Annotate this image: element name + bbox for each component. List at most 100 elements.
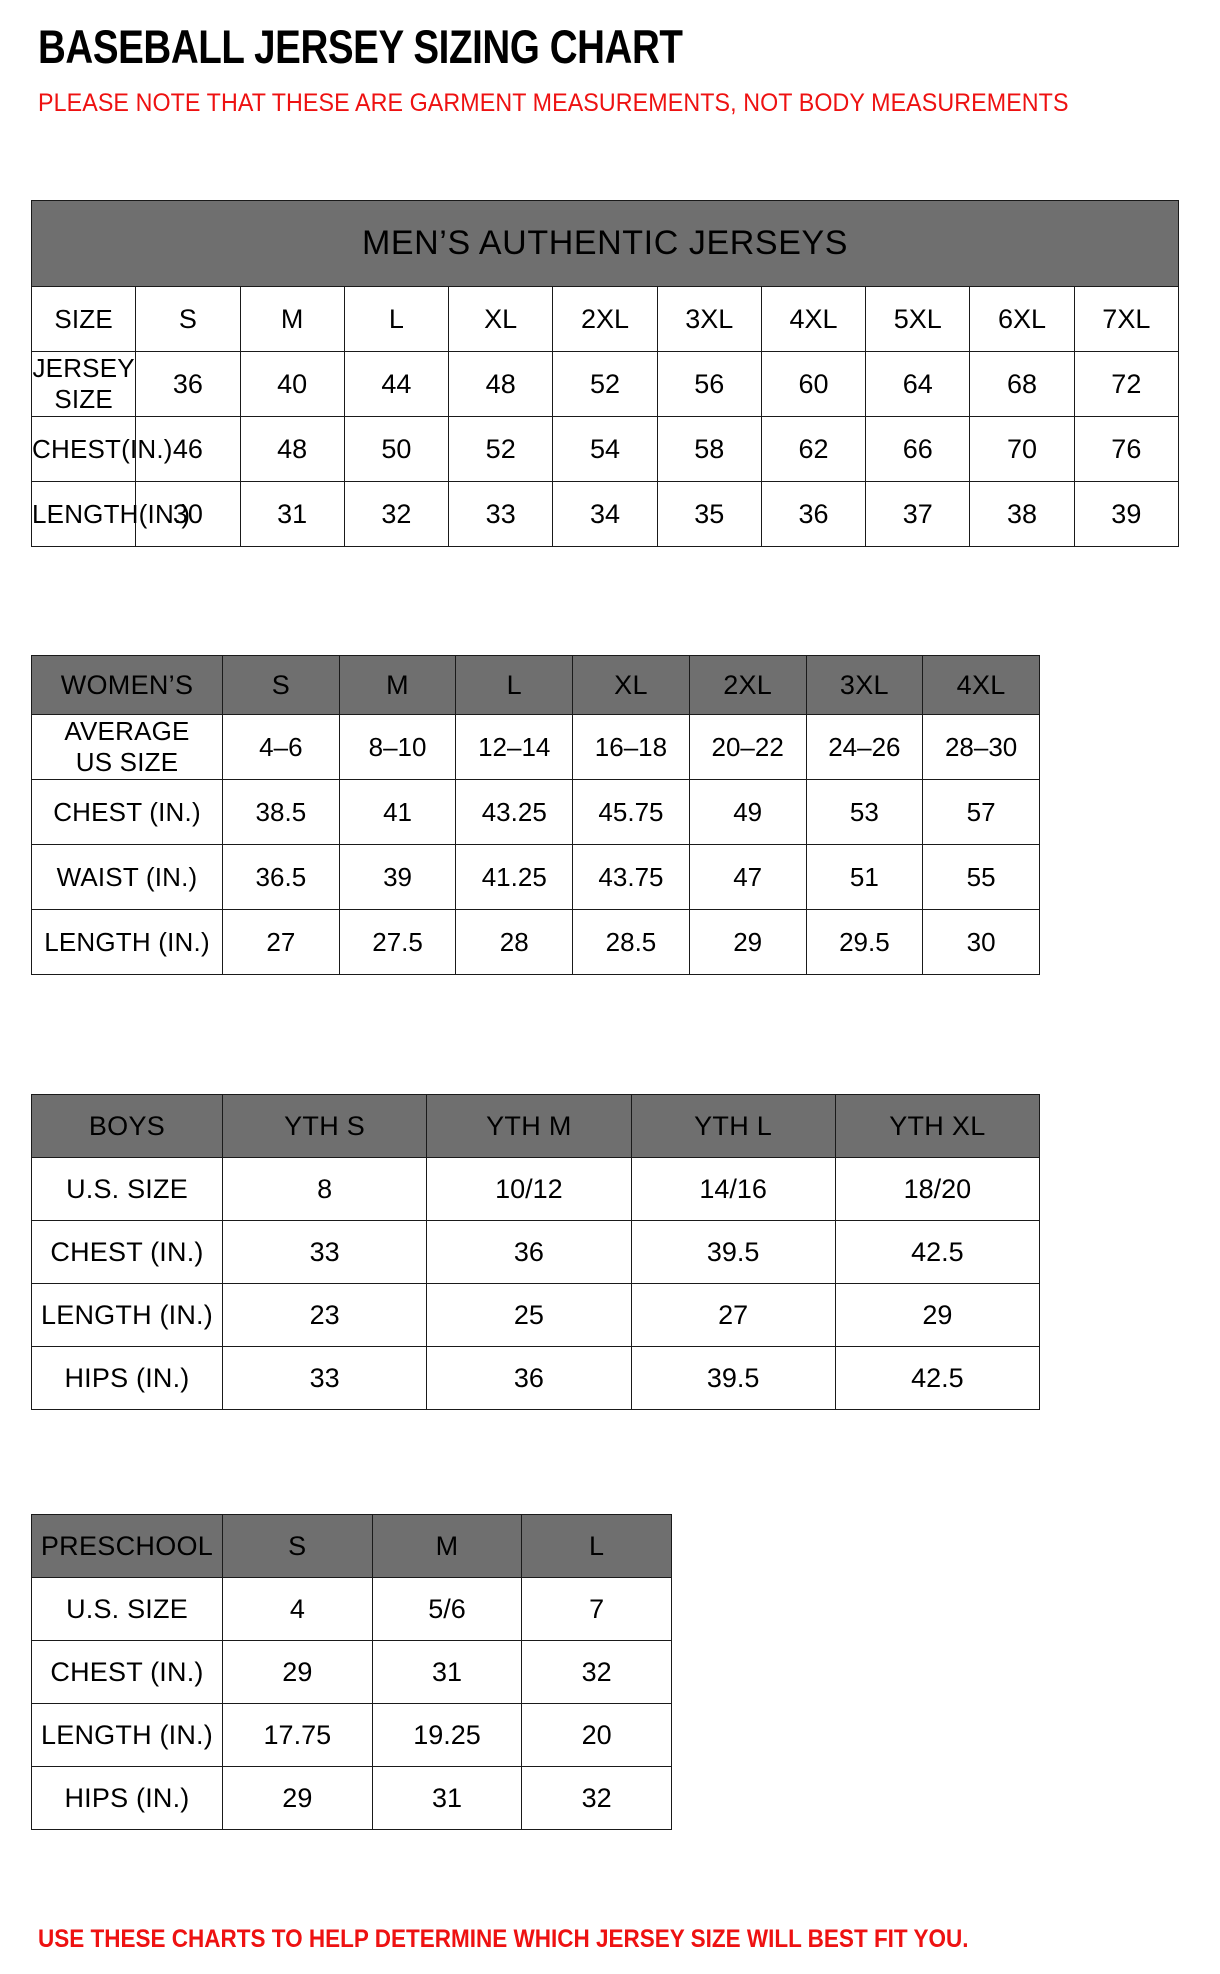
mens-col-header-4xl: 4XL — [760, 286, 867, 352]
womens-waist-xl: 43.75 — [572, 844, 690, 910]
mens-corner-label: SIZE — [30, 286, 137, 352]
boys-us-size-yth-s: 8 — [221, 1157, 428, 1221]
table-row: CHEST (IN.) 29 31 32 — [31, 1640, 672, 1704]
preschool-chest-s: 29 — [222, 1640, 373, 1704]
womens-corner-label: WOMEN’S — [31, 655, 223, 715]
mens-chest-7xl: 76 — [1073, 416, 1180, 482]
mens-col-header-6xl: 6XL — [969, 286, 1075, 352]
mens-banner-row: MEN’S AUTHENTIC JERSEYS — [31, 200, 1179, 287]
boys-corner-label: BOYS — [31, 1094, 223, 1158]
mens-col-header-3xl: 3XL — [656, 286, 762, 352]
preschool-col-header-l: L — [521, 1514, 672, 1578]
womens-us-size-4xl: 28–30 — [922, 714, 1040, 780]
preschool-corner-label: PRESCHOOL — [31, 1514, 223, 1578]
mens-length-l: 32 — [343, 481, 450, 547]
preschool-col-header-s: S — [222, 1514, 373, 1578]
mens-length-6xl: 38 — [969, 481, 1075, 547]
boys-col-header-yth-xl: YTH XL — [834, 1094, 1041, 1158]
womens-waist-l: 41.25 — [455, 844, 574, 910]
womens-chest-4xl: 57 — [922, 779, 1040, 845]
womens-col-header-4xl: 4XL — [922, 655, 1040, 715]
mens-length-s: 30 — [135, 481, 241, 547]
mens-jersey-size-4xl: 60 — [760, 351, 867, 417]
womens-table-body: WOMEN’S S M L XL 2XL 3XL 4XL AVERAGE US … — [31, 655, 1040, 975]
preschool-row-label-hips: HIPS (IN.) — [31, 1766, 223, 1830]
womens-length-2xl: 29 — [688, 909, 807, 975]
womens-us-size-l: 12–14 — [455, 714, 574, 780]
preschool-chest-m: 31 — [371, 1640, 523, 1704]
boys-col-header-yth-l: YTH L — [630, 1094, 836, 1158]
womens-row-label-chest: CHEST (IN.) — [31, 779, 223, 845]
womens-us-size-m: 8–10 — [338, 714, 457, 780]
preschool-column-header-row: PRESCHOOL S M L — [31, 1514, 672, 1578]
womens-chest-3xl: 53 — [805, 779, 924, 845]
womens-waist-4xl: 55 — [922, 844, 1040, 910]
womens-chest-s: 38.5 — [222, 779, 340, 845]
womens-row-label-line2: US SIZE — [75, 747, 179, 777]
boys-hips-yth-xl: 42.5 — [834, 1346, 1041, 1410]
womens-waist-3xl: 51 — [805, 844, 924, 910]
womens-length-3xl: 29.5 — [805, 909, 924, 975]
womens-chest-l: 43.25 — [455, 779, 574, 845]
womens-length-4xl: 30 — [922, 909, 1040, 975]
mens-row-label-chest: CHEST(IN.) — [30, 416, 172, 482]
table-row: HIPS (IN.) 33 36 39.5 42.5 — [31, 1346, 1041, 1410]
boys-chest-yth-s: 33 — [221, 1220, 428, 1284]
mens-row-label-length: LENGTH(IN.) — [30, 481, 190, 547]
boys-length-yth-s: 23 — [221, 1283, 428, 1347]
womens-col-header-2xl: 2XL — [688, 655, 807, 715]
preschool-length-s: 17.75 — [222, 1703, 373, 1767]
preschool-sizing-table: PRESCHOOL S M L U.S. SIZE 4 5/6 7 CHEST … — [31, 1514, 672, 1830]
mens-length-xl: 33 — [448, 481, 554, 547]
mens-length-5xl: 37 — [865, 481, 971, 547]
mens-length-4xl: 36 — [760, 481, 867, 547]
preschool-row-label-us-size: U.S. SIZE — [31, 1577, 223, 1641]
boys-col-header-yth-m: YTH M — [426, 1094, 632, 1158]
table-row: AVERAGE US SIZE 4–6 8–10 12–14 16–18 20–… — [31, 714, 1040, 780]
table-row: LENGTH (IN.) 23 25 27 29 — [31, 1283, 1041, 1347]
womens-chest-xl: 45.75 — [572, 779, 690, 845]
preschool-hips-m: 31 — [371, 1766, 523, 1830]
mens-col-header-m: M — [239, 286, 345, 352]
preschool-col-header-m: M — [371, 1514, 523, 1578]
boys-sizing-table: BOYS YTH S YTH M YTH L YTH XL U.S. SIZE … — [31, 1094, 1041, 1410]
mens-jersey-size-xl: 48 — [448, 351, 554, 417]
womens-length-l: 28 — [455, 909, 574, 975]
mens-jersey-size-3xl: 56 — [656, 351, 762, 417]
womens-sizing-table: WOMEN’S S M L XL 2XL 3XL 4XL AVERAGE US … — [31, 655, 1040, 975]
mens-length-m: 31 — [239, 481, 345, 547]
boys-row-label-hips: HIPS (IN.) — [31, 1346, 223, 1410]
womens-row-label-line1: AVERAGE — [64, 716, 190, 746]
mens-chest-5xl: 66 — [865, 416, 971, 482]
preschool-hips-l: 32 — [521, 1766, 672, 1830]
womens-us-size-3xl: 24–26 — [805, 714, 924, 780]
mens-length-2xl: 34 — [552, 481, 658, 547]
womens-waist-m: 39 — [338, 844, 457, 910]
boys-table-body: BOYS YTH S YTH M YTH L YTH XL U.S. SIZE … — [31, 1094, 1041, 1410]
womens-row-label-length: LENGTH (IN.) — [31, 909, 223, 975]
mens-jersey-size-6xl: 68 — [969, 351, 1075, 417]
mens-jersey-size-7xl: 72 — [1073, 351, 1180, 417]
boys-hips-yth-m: 36 — [426, 1346, 632, 1410]
mens-jersey-size-l: 44 — [343, 351, 450, 417]
page-title: BASEBALL JERSEY SIZING CHART — [38, 20, 683, 73]
boys-row-label-us-size: U.S. SIZE — [31, 1157, 223, 1221]
womens-waist-s: 36.5 — [222, 844, 340, 910]
boys-us-size-yth-xl: 18/20 — [834, 1157, 1041, 1221]
mens-row-label-jersey-size: JERSEY SIZE — [30, 351, 137, 417]
mens-col-header-2xl: 2XL — [552, 286, 658, 352]
boys-column-header-row: BOYS YTH S YTH M YTH L YTH XL — [31, 1094, 1041, 1158]
mens-jersey-size-m: 40 — [239, 351, 345, 417]
table-row: CHEST (IN.) 38.5 41 43.25 45.75 49 53 57 — [31, 779, 1040, 845]
womens-waist-2xl: 47 — [688, 844, 807, 910]
mens-chest-2xl: 54 — [552, 416, 658, 482]
mens-jersey-size-s: 36 — [135, 351, 241, 417]
womens-us-size-s: 4–6 — [222, 714, 340, 780]
mens-jersey-size-5xl: 64 — [865, 351, 971, 417]
boys-length-yth-m: 25 — [426, 1283, 632, 1347]
mens-col-header-5xl: 5XL — [865, 286, 971, 352]
mens-banner-label: MEN’S AUTHENTIC JERSEYS — [31, 200, 1179, 287]
boys-col-header-yth-s: YTH S — [221, 1094, 428, 1158]
mens-chest-4xl: 62 — [760, 416, 867, 482]
